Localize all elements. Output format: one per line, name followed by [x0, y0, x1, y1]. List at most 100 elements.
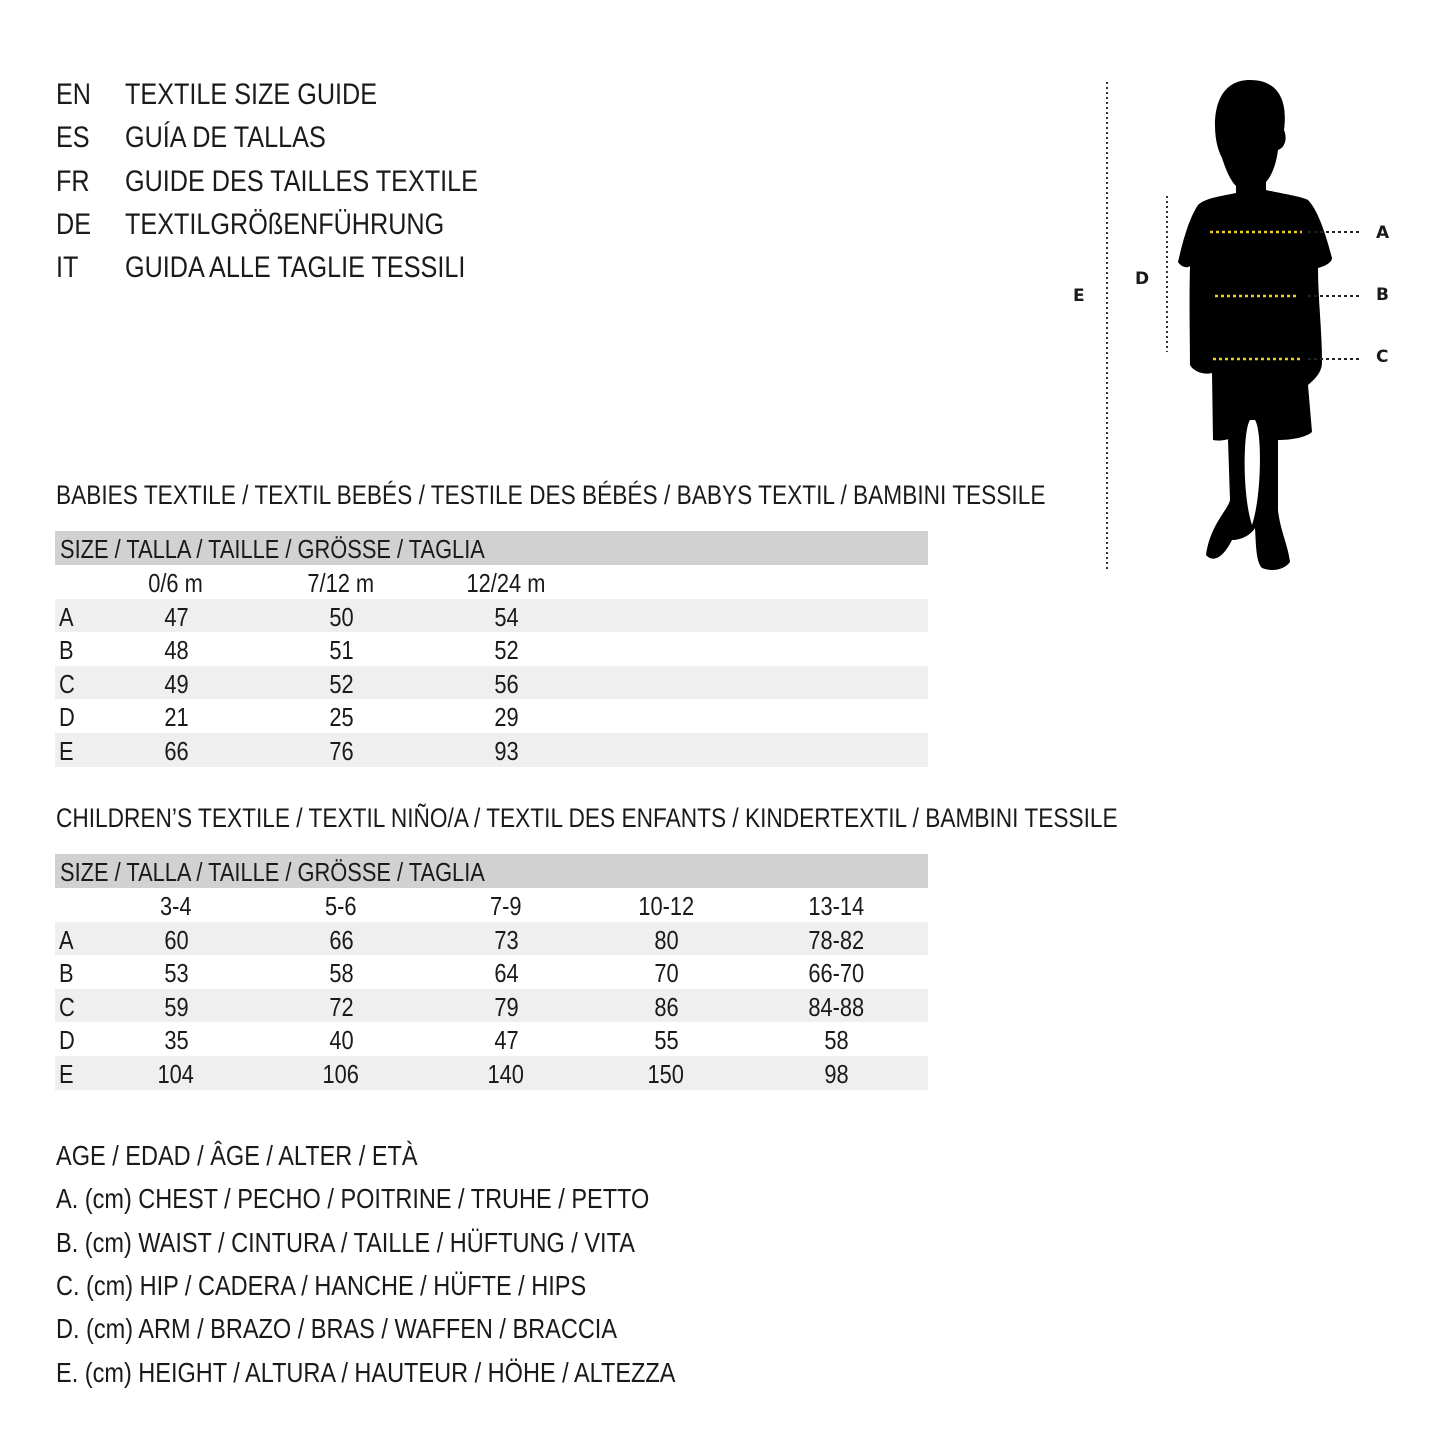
column-header-row: 0/6 m 7/12 m 12/24 m [55, 565, 928, 599]
column-header-text: 3-4 [160, 891, 192, 921]
label-d: D [1135, 269, 1150, 289]
table-row: D 35 40 47 55 58 [55, 1022, 928, 1056]
row-label-text: D [59, 702, 75, 733]
table-row: A 60 66 73 80 78-82 [55, 921, 928, 958]
row-label: A [59, 599, 76, 635]
row-label: E [59, 1056, 76, 1092]
table-cell: 47 [96, 599, 256, 635]
row-label-text: B [59, 635, 74, 666]
leg-gap [1244, 420, 1260, 525]
legend-text: B. (cm) WAIST / CINTURA / TAILLE / HÜFTU… [56, 1227, 635, 1258]
column-header-text: 10-12 [638, 891, 694, 921]
table-cell: 52 [261, 666, 421, 702]
row-label-text: C [59, 991, 75, 1022]
table-cell: 21 [96, 699, 256, 735]
row-label: D [59, 699, 78, 735]
table-cell: 51 [261, 632, 421, 668]
legend-text: E. (cm) HEIGHT / ALTURA / HAUTEUR / HÖHE… [56, 1357, 676, 1388]
cell-value: 29 [493, 702, 519, 733]
legend-item-a: A. (cm) CHEST / PECHO / POITRINE / TRUHE… [56, 1183, 762, 1215]
lang-code: ES [56, 121, 90, 154]
row-label: D [59, 1022, 78, 1058]
cell-value: 84-88 [808, 991, 864, 1022]
measure-lines-yellow [1210, 230, 1303, 361]
row-label: E [59, 733, 76, 769]
table-cell: 84-88 [756, 989, 916, 1025]
column-header-text: 7/12 m [307, 568, 375, 598]
table-row: E 66 76 93 [55, 732, 928, 769]
table-cell: 55 [586, 1022, 746, 1058]
size-header-text: SIZE / TALLA / TAILLE / GRÖSSE / TAGLIA [60, 534, 485, 564]
section-title-text: CHILDREN’S TEXTILE / TEXTIL NIÑO/A / TEX… [56, 803, 1118, 833]
cell-value: 80 [653, 924, 679, 955]
column-header: 12/24 m [426, 565, 586, 601]
cell-value: 48 [163, 635, 189, 666]
table-row: C 59 72 79 86 84-88 [55, 988, 928, 1025]
table-row: B 48 51 52 [55, 632, 928, 666]
table-row: D 21 25 29 [55, 699, 928, 733]
lang-title: GUIDA ALLE TAGLIE TESSILI [125, 251, 466, 284]
column-header: 3-4 [96, 888, 256, 924]
cell-value: 54 [493, 601, 519, 632]
row-label: B [59, 955, 76, 991]
cell-value: 98 [823, 1058, 849, 1089]
row-label: C [59, 989, 78, 1025]
cell-value: 59 [163, 991, 189, 1022]
lang-code: EN [56, 78, 92, 111]
cell-value: 150 [647, 1058, 685, 1089]
cell-value: 72 [328, 991, 354, 1022]
table-cell: 40 [261, 1022, 421, 1058]
table-cell: 66 [96, 733, 256, 769]
table-cell: 58 [261, 955, 421, 991]
title-de: DE TEXTILGRÖßENFÜHRUNG [0, 207, 600, 243]
table-row: E 104 106 140 150 98 [55, 1055, 928, 1092]
cell-value: 76 [328, 735, 354, 766]
table-cell: 79 [426, 989, 586, 1025]
children-size-table: SIZE / TALLA / TAILLE / GRÖSSE / TAGLIA … [55, 854, 928, 1090]
cell-value: 66-70 [808, 958, 864, 989]
cell-value: 104 [157, 1058, 195, 1089]
row-label: A [59, 922, 76, 958]
cell-value: 47 [493, 1025, 519, 1056]
table-cell: 140 [426, 1056, 586, 1092]
column-header-text: 12/24 m [466, 568, 546, 598]
cell-value: 64 [493, 958, 519, 989]
legend-item-b: B. (cm) WAIST / CINTURA / TAILLE / HÜFTU… [56, 1227, 745, 1259]
cell-value: 40 [328, 1025, 354, 1056]
table-cell: 53 [96, 955, 256, 991]
table-cell: 73 [426, 922, 586, 958]
size-header-bar: SIZE / TALLA / TAILLE / GRÖSSE / TAGLIA [55, 854, 928, 888]
title-it: IT GUIDA ALLE TAGLIE TESSILI [0, 250, 600, 286]
column-header-row: 3-4 5-6 7-9 10-12 13-14 [55, 888, 928, 922]
table-cell: 56 [426, 666, 586, 702]
column-header: 13-14 [756, 888, 916, 924]
column-header: 0/6 m [96, 565, 256, 601]
table-cell: 98 [756, 1056, 916, 1092]
table-cell: 47 [426, 1022, 586, 1058]
cell-value: 106 [322, 1058, 360, 1089]
lang-title: GUÍA DE TALLAS [125, 121, 326, 154]
babies-section-title: BABIES TEXTILE / TEXTIL BEBÉS / TESTILE … [56, 480, 1234, 511]
title-es: ES GUÍA DE TALLAS [0, 120, 600, 156]
lang-code: DE [56, 208, 92, 241]
table-cell: 150 [586, 1056, 746, 1092]
measure-lines-black [1308, 231, 1362, 360]
section-title-text: BABIES TEXTILE / TEXTIL BEBÉS / TESTILE … [56, 480, 1046, 510]
table-cell: 78-82 [756, 922, 916, 958]
cell-value: 49 [163, 668, 189, 699]
cell-value: 56 [493, 668, 519, 699]
cell-value: 86 [653, 991, 679, 1022]
column-header-text: 5-6 [325, 891, 357, 921]
table-cell: 29 [426, 699, 586, 735]
title-fr: FR GUIDE DES TAILLES TEXTILE [0, 164, 600, 200]
child-silhouette-figure [1106, 80, 1362, 572]
cell-value: 47 [163, 601, 189, 632]
cell-value: 79 [493, 991, 519, 1022]
column-header-text: 7-9 [490, 891, 522, 921]
row-label-text: A [59, 924, 74, 955]
cell-value: 66 [163, 735, 189, 766]
column-header-text: 13-14 [808, 891, 864, 921]
table-cell: 70 [586, 955, 746, 991]
table-cell: 104 [96, 1056, 256, 1092]
cell-value: 58 [328, 958, 354, 989]
